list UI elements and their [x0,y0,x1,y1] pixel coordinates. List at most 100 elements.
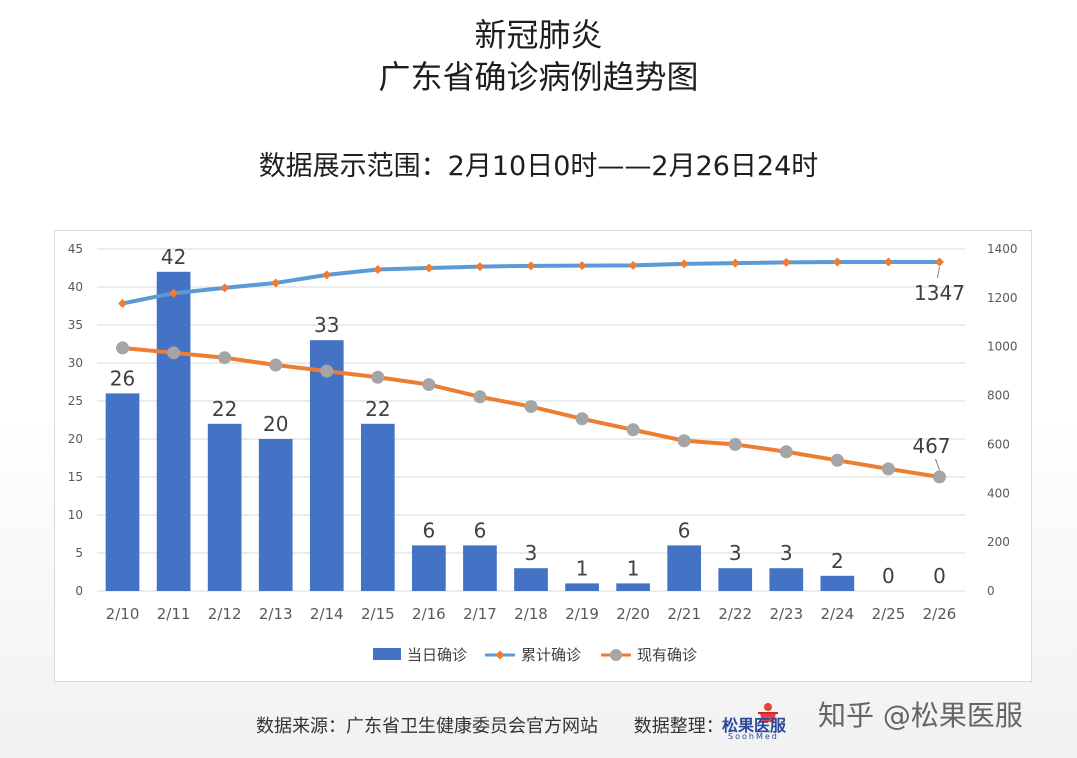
cumulative-point [220,283,230,293]
current-point [371,370,385,384]
cumulative-point [424,263,434,273]
brand-logo: 松果医服 SoohMed [722,700,822,746]
bar-data-label: 33 [314,313,339,337]
cumulative-point [322,270,332,280]
right-axis-tick-label: 1400 [987,242,1018,256]
bar-daily-confirmed [616,583,650,591]
current-point [116,341,130,355]
x-axis-tick-label: 2/15 [361,605,395,623]
bar-daily-confirmed [156,271,191,591]
left-axis-tick-label: 30 [68,356,83,370]
left-axis-tick-label: 0 [75,584,83,598]
x-axis-tick-label: 2/16 [412,605,446,623]
cumulative-point [883,257,893,267]
x-axis-tick-label: 2/13 [259,605,293,623]
right-axis-tick-label: 1000 [987,340,1018,354]
current-point [881,462,895,476]
logo-text: 松果医服 [722,716,787,735]
current-leader-line [935,458,940,471]
bar-data-label: 3 [729,541,742,565]
x-axis-tick-label: 2/22 [718,605,752,623]
cumulative-end-label: 1347 [914,281,965,305]
footer: 数据来源：广东省卫生健康委员会官方网站 数据整理： [256,712,754,738]
bar-daily-confirmed [309,340,344,591]
x-axis-tick-label: 2/11 [157,605,191,623]
date-range-subtitle: 数据展示范围：2月10日0时——2月26日24时 [258,151,819,182]
bar-data-label: 2 [831,549,844,573]
bar-data-label: 42 [161,245,186,269]
left-axis-tick-label: 25 [68,394,83,408]
bar-data-label: 22 [212,397,237,421]
x-axis-tick-label: 2/10 [106,605,140,623]
current-end-label: 467 [912,434,950,458]
current-point [269,358,283,372]
bar-data-label: 22 [365,397,390,421]
bar-daily-confirmed [769,568,804,591]
cumulative-leader-line [936,266,940,279]
current-point [218,351,232,365]
chart-title-line2: 广东省确诊病例趋势图 [378,58,699,96]
bar-daily-confirmed [463,545,497,591]
x-axis-tick-label: 2/23 [769,605,803,623]
current-point [524,400,538,414]
x-axis-tick-label: 2/19 [565,605,599,623]
bar-daily-confirmed [360,423,395,591]
title-block: 新冠肺炎 广东省确诊病例趋势图 [0,14,1077,98]
right-axis-tick-label: 400 [987,486,1010,500]
current-point [626,423,640,437]
current-point [932,470,946,484]
bar-data-label: 6 [423,518,436,542]
bar-data-label: 26 [110,366,135,390]
x-axis-tick-label: 2/14 [310,605,344,623]
chart-svg: 0510152025303540450200400600800100012001… [68,242,1018,664]
current-point [473,390,487,404]
current-point [779,445,793,459]
current-point [422,378,436,392]
legend-swatch-daily [373,648,401,660]
bar-daily-confirmed [820,575,855,591]
current-point [167,346,181,360]
cumulative-point [730,258,740,268]
bar-daily-confirmed [258,439,293,591]
legend-label-cumulative: 累计确诊 [521,646,581,664]
x-axis-tick-label: 2/18 [514,605,548,623]
cumulative-point [271,278,281,288]
right-axis-tick-label: 800 [987,389,1010,403]
chart-title-line1: 新冠肺炎 [474,16,603,54]
current-point [320,364,334,378]
left-axis-tick-label: 35 [68,318,83,332]
bar-daily-confirmed [667,545,702,591]
legend-marker-cumulative [495,650,505,660]
legend-marker-current [610,649,622,661]
x-axis-tick-label: 2/17 [463,605,497,623]
left-axis-tick-label: 45 [68,242,83,256]
data-compiler-text: 数据整理： [633,716,724,737]
left-axis-tick-label: 10 [68,508,83,522]
right-axis-tick-label: 0 [987,584,995,598]
bar-daily-confirmed [105,393,140,591]
cumulative-point [118,298,128,308]
x-axis-tick-label: 2/26 [923,605,957,623]
cumulative-point [526,261,536,271]
cumulative-point [577,261,587,271]
pot-icon [758,703,778,722]
left-axis-tick-label: 20 [68,432,83,446]
cumulative-point [373,265,383,275]
bar-data-label: 3 [525,541,538,565]
bar-data-label: 1 [576,556,589,580]
cumulative-point [832,257,842,267]
bar-daily-confirmed [207,423,242,591]
logo-subtext: SoohMed [728,732,779,741]
current-point [728,437,742,451]
right-axis-tick-label: 200 [987,535,1010,549]
cumulative-point [169,288,179,298]
bar-data-label: 1 [627,556,640,580]
left-axis-tick-label: 15 [68,470,83,484]
bar-data-label: 6 [474,518,487,542]
data-source-text: 数据来源：广东省卫生健康委员会官方网站 [256,716,598,737]
x-axis-tick-label: 2/21 [667,605,701,623]
cumulative-point [679,259,689,269]
x-axis-tick-label: 2/20 [616,605,650,623]
bar-data-label: 3 [780,541,793,565]
watermark: 知乎 @松果医服 [818,699,1023,732]
